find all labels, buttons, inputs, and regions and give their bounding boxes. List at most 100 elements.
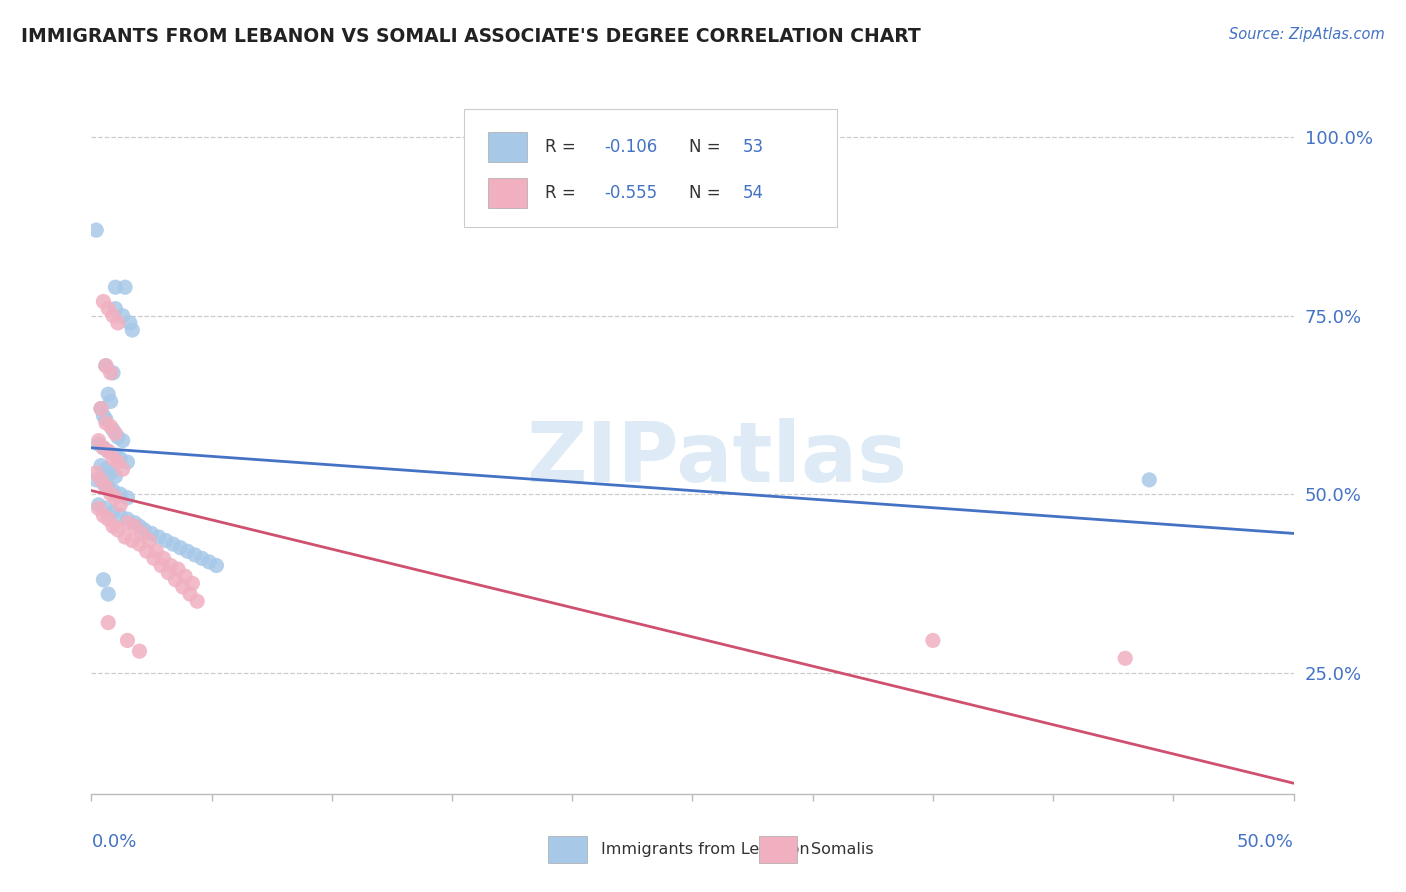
Point: [93, 573, 115, 587]
Point: [93, 508, 115, 523]
Point: [142, 551, 165, 566]
Text: IMMIGRANTS FROM LEBANON VS SOMALI ASSOCIATE'S DEGREE CORRELATION CHART: IMMIGRANTS FROM LEBANON VS SOMALI ASSOCI…: [21, 27, 921, 45]
Point: [114, 280, 136, 294]
Point: [107, 455, 129, 469]
Point: [107, 316, 129, 330]
Point: [191, 551, 214, 566]
Point: [138, 533, 160, 548]
Point: [157, 566, 180, 580]
Point: [101, 366, 124, 380]
Point: [1137, 473, 1160, 487]
Point: [107, 430, 129, 444]
Text: ZIPatlas: ZIPatlas: [526, 418, 907, 499]
Point: [111, 462, 134, 476]
Point: [94, 462, 117, 476]
Point: [94, 359, 117, 373]
FancyBboxPatch shape: [488, 178, 527, 208]
Point: [117, 633, 139, 648]
FancyBboxPatch shape: [759, 836, 797, 863]
Point: [97, 387, 120, 401]
Text: Source: ZipAtlas.com: Source: ZipAtlas.com: [1229, 27, 1385, 42]
Point: [101, 423, 124, 437]
Point: [97, 444, 120, 458]
Point: [198, 555, 221, 569]
Point: [159, 558, 181, 573]
Point: [134, 523, 156, 537]
Point: [155, 533, 177, 548]
Point: [84, 473, 107, 487]
Text: N =: N =: [689, 184, 725, 202]
Point: [93, 441, 115, 455]
Point: [104, 491, 127, 505]
Text: Immigrants from Lebanon: Immigrants from Lebanon: [602, 842, 810, 857]
Point: [135, 544, 157, 558]
FancyBboxPatch shape: [548, 836, 586, 863]
Point: [93, 441, 115, 455]
Point: [90, 401, 112, 416]
Point: [97, 587, 120, 601]
Point: [162, 537, 184, 551]
Point: [94, 412, 117, 426]
Point: [93, 409, 115, 423]
Point: [104, 301, 127, 316]
Point: [94, 501, 117, 516]
Text: 0.0%: 0.0%: [91, 833, 136, 851]
Point: [101, 483, 124, 498]
Point: [205, 558, 228, 573]
Point: [124, 516, 146, 530]
Text: R =: R =: [544, 137, 581, 155]
Point: [87, 434, 110, 448]
Point: [152, 551, 174, 566]
Point: [101, 451, 124, 466]
Point: [110, 487, 132, 501]
Point: [121, 533, 143, 548]
Text: -0.555: -0.555: [605, 184, 658, 202]
Point: [179, 587, 201, 601]
Point: [93, 476, 115, 491]
Point: [104, 280, 127, 294]
Text: 50.0%: 50.0%: [1237, 833, 1294, 851]
Point: [172, 580, 194, 594]
Point: [110, 498, 132, 512]
Point: [128, 644, 150, 658]
Point: [150, 558, 173, 573]
Point: [131, 526, 153, 541]
Point: [176, 544, 198, 558]
Point: [87, 501, 110, 516]
Point: [84, 466, 107, 480]
Point: [167, 562, 190, 576]
Point: [101, 505, 124, 519]
Point: [97, 512, 120, 526]
Point: [90, 473, 112, 487]
Point: [124, 519, 146, 533]
Point: [107, 523, 129, 537]
Point: [100, 487, 122, 501]
Point: [100, 366, 122, 380]
Point: [104, 426, 127, 441]
Point: [97, 301, 120, 316]
Point: [100, 394, 122, 409]
Point: [141, 526, 163, 541]
Point: [97, 444, 120, 458]
Point: [148, 530, 170, 544]
Text: Somalis: Somalis: [811, 842, 875, 857]
Point: [94, 416, 117, 430]
Point: [101, 309, 124, 323]
Point: [90, 401, 112, 416]
Point: [110, 508, 132, 523]
Point: [97, 480, 120, 494]
Point: [111, 434, 134, 448]
Point: [117, 455, 139, 469]
Point: [94, 359, 117, 373]
Point: [84, 223, 107, 237]
Point: [111, 309, 134, 323]
Point: [114, 530, 136, 544]
Point: [104, 469, 127, 483]
Point: [87, 437, 110, 451]
Point: [101, 519, 124, 533]
Text: 54: 54: [742, 184, 763, 202]
Point: [128, 537, 150, 551]
Point: [184, 548, 207, 562]
Point: [922, 633, 945, 648]
Point: [104, 448, 127, 462]
